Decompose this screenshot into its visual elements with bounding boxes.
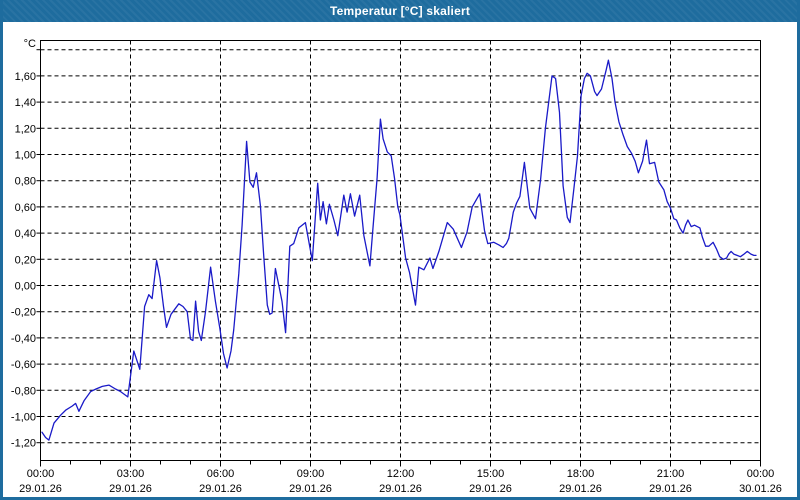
x-tick-date-label: 29.01.26 <box>19 483 62 495</box>
y-tick-label: 0,80 <box>15 176 36 188</box>
x-tick-time-label: 06:00 <box>207 468 235 480</box>
x-tick-time-label: 18:00 <box>567 468 595 480</box>
y-tick-label: -1,20 <box>11 438 36 450</box>
y-tick-label: 1,40 <box>15 97 36 109</box>
x-tick-date-label: 29.01.26 <box>649 483 692 495</box>
y-tick-label: 0,60 <box>15 202 36 214</box>
x-tick-date-label: 29.01.26 <box>469 483 512 495</box>
y-tick-label: 0,20 <box>15 254 36 266</box>
y-axis-unit-label: °C <box>24 38 36 50</box>
y-tick-label: -0,20 <box>11 307 36 319</box>
y-tick-label: 1,60 <box>15 71 36 83</box>
x-tick-date-label: 29.01.26 <box>199 483 242 495</box>
x-tick-date-label: 29.01.26 <box>559 483 602 495</box>
plot-frame <box>40 40 761 461</box>
y-tick-label: 1,20 <box>15 123 36 135</box>
y-tick-label: 0,00 <box>15 281 36 293</box>
x-tick-time-label: 12:00 <box>387 468 415 480</box>
x-tick-date-label: 29.01.26 <box>109 483 152 495</box>
window-title: Temperatur [°C] skaliert <box>329 4 471 18</box>
temperature-series-line <box>41 59 757 441</box>
y-tick-label: -0,60 <box>11 359 36 371</box>
x-tick-date-label: 29.01.26 <box>289 483 332 495</box>
y-tick-label: -0,80 <box>11 385 36 397</box>
x-tick-time-label: 00:00 <box>747 468 775 480</box>
y-tick-label: -0,40 <box>11 333 36 345</box>
x-tick-time-label: 03:00 <box>117 468 145 480</box>
y-tick-label: 0,40 <box>15 228 36 240</box>
x-tick-time-label: 00:00 <box>27 468 55 480</box>
x-tick-date-label: 30.01.26 <box>739 483 782 495</box>
x-tick-time-label: 15:00 <box>477 468 505 480</box>
window-titlebar: Temperatur [°C] skaliert <box>3 0 797 22</box>
x-tick-time-label: 09:00 <box>297 468 325 480</box>
y-tick-label: -1,00 <box>11 412 36 424</box>
x-tick-date-label: 29.01.26 <box>379 483 422 495</box>
y-tick-label: 1,00 <box>15 150 36 162</box>
x-tick-time-label: 21:00 <box>657 468 685 480</box>
